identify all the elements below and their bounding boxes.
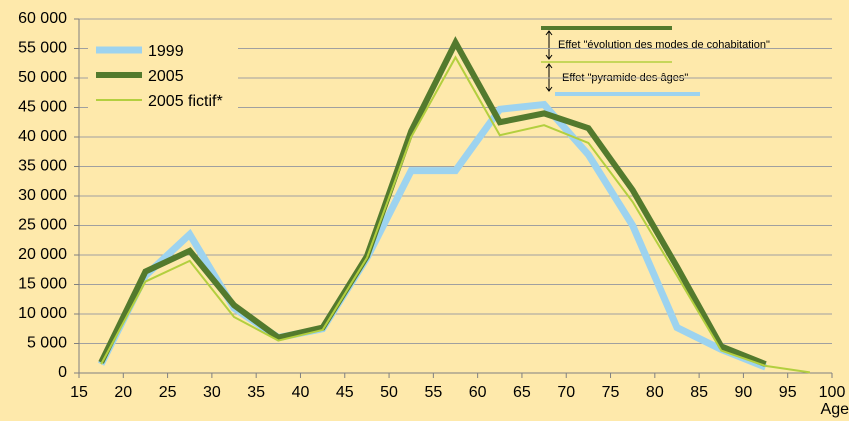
x-tick-label: 80 (646, 384, 664, 401)
y-tick-label: 10 000 (18, 305, 67, 322)
x-tick-label: 75 (602, 384, 620, 401)
x-tick-label: 65 (513, 384, 531, 401)
x-tick-label: 30 (203, 384, 221, 401)
y-tick-label: 40 000 (18, 128, 67, 145)
y-tick-label: 20 000 (18, 246, 67, 263)
x-tick-label: 90 (735, 384, 753, 401)
series-line (98, 100, 767, 371)
x-axis-label: Age (821, 401, 849, 418)
x-tick-label: 25 (159, 384, 177, 401)
annotation: Effet "évolution des modes de cohabitati… (558, 39, 770, 51)
x-tick-label: 85 (690, 384, 708, 401)
x-tick-label: 70 (557, 384, 575, 401)
x-tick-label: 55 (424, 384, 442, 401)
arrow (545, 30, 553, 60)
x-tick-label: 35 (247, 384, 265, 401)
x-tick-label: 100 (819, 384, 846, 401)
x-tick-label: 40 (292, 384, 310, 401)
x-tick-label: 60 (469, 384, 487, 401)
legend-label: 2005 (148, 68, 184, 85)
y-tick-label: 30 000 (18, 187, 67, 204)
y-tick-label: 60 000 (18, 10, 67, 27)
y-tick-label: 5 000 (27, 335, 67, 352)
annotation-box: Effet "évolution des modes de cohabitati… (540, 26, 830, 96)
y-tick-label: 25 000 (18, 217, 67, 234)
y-tick-label: 35 000 (18, 158, 67, 175)
x-tick-label: 20 (114, 384, 132, 401)
x-tick-label: 45 (336, 384, 354, 401)
x-tick-label: 95 (779, 384, 797, 401)
legend-label: 1999 (148, 43, 184, 60)
series-line (98, 36, 767, 367)
series-line (100, 55, 810, 374)
y-tick-label: 0 (58, 364, 67, 381)
y-tick-label: 55 000 (18, 40, 67, 57)
annotation-bg (540, 26, 830, 96)
y-tick-label: 45 000 (18, 99, 67, 116)
x-tick-label: 50 (380, 384, 398, 401)
y-tick-label: 50 000 (18, 69, 67, 86)
y-tick-label: 15 000 (18, 276, 67, 293)
legend-label: 2005 fictif* (148, 93, 223, 110)
x-tick-label: 15 (70, 384, 88, 401)
